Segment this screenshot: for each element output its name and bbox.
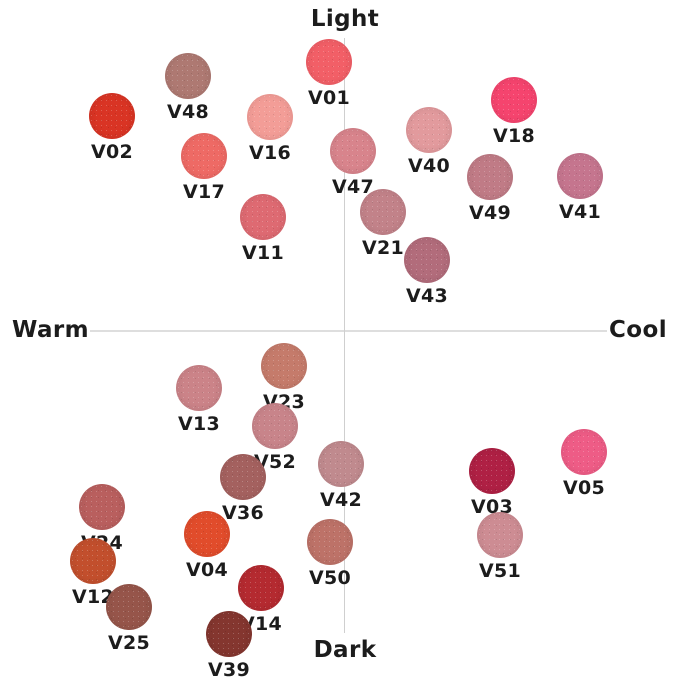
shade-label-v42: V42 [319, 489, 363, 511]
shade-label-v02: V02 [90, 141, 134, 163]
shade-swatch-v21 [360, 189, 406, 235]
shade-label-v50: V50 [308, 567, 352, 589]
shade-label-v05: V05 [562, 477, 606, 499]
shade-swatch-v49 [467, 154, 513, 200]
shade-swatch-v05 [561, 429, 607, 475]
axis-label-dark: Dark [313, 637, 377, 663]
shade-swatch-v18 [491, 77, 537, 123]
axis-label-cool: Cool [609, 317, 667, 343]
axis-label-warm: Warm [12, 317, 89, 343]
shade-swatch-v14 [238, 565, 284, 611]
shade-swatch-v16 [247, 94, 293, 140]
shade-label-v04: V04 [185, 559, 229, 581]
shade-swatch-v24 [79, 484, 125, 530]
shade-swatch-v03 [469, 448, 515, 494]
shade-label-v51: V51 [478, 560, 522, 582]
shade-swatch-v11 [240, 194, 286, 240]
shade-label-v18: V18 [492, 125, 536, 147]
shade-swatch-v12 [70, 538, 116, 584]
shade-swatch-v47 [330, 128, 376, 174]
warm-cool-axis-line [90, 330, 607, 332]
shade-swatch-v04 [184, 511, 230, 557]
shade-label-v13: V13 [177, 413, 221, 435]
shade-swatch-v13 [176, 365, 222, 411]
shade-label-v01: V01 [307, 87, 351, 109]
shade-label-v36: V36 [221, 502, 265, 524]
shade-label-v39: V39 [207, 659, 251, 679]
shade-swatch-v01 [306, 39, 352, 85]
shade-label-v40: V40 [407, 155, 451, 177]
shade-label-v41: V41 [558, 201, 602, 223]
shade-label-v48: V48 [166, 101, 210, 123]
shade-label-v11: V11 [241, 242, 285, 264]
light-dark-axis-line [344, 38, 345, 633]
shade-label-v12: V12 [71, 586, 115, 608]
shade-swatch-v02 [89, 93, 135, 139]
shade-label-v43: V43 [405, 285, 449, 307]
shade-swatch-v43 [404, 237, 450, 283]
shade-swatch-v50 [307, 519, 353, 565]
shade-swatch-v39 [206, 611, 252, 657]
shade-label-v49: V49 [468, 202, 512, 224]
shade-swatch-v40 [406, 107, 452, 153]
shade-label-v16: V16 [248, 142, 292, 164]
shade-swatch-v17 [181, 133, 227, 179]
shade-swatch-v51 [477, 512, 523, 558]
shade-label-v52: V52 [253, 451, 297, 473]
shade-label-v47: V47 [331, 176, 375, 198]
shade-label-v25: V25 [107, 632, 151, 654]
shade-swatch-v52 [252, 403, 298, 449]
shade-swatch-v23 [261, 343, 307, 389]
shade-swatch-v36 [220, 454, 266, 500]
axis-label-light: Light [310, 6, 380, 32]
shade-label-v21: V21 [361, 237, 405, 259]
shade-label-v17: V17 [182, 181, 226, 203]
shade-swatch-v42 [318, 441, 364, 487]
shade-swatch-v48 [165, 53, 211, 99]
shade-swatch-v25 [106, 584, 152, 630]
shade-swatch-v41 [557, 153, 603, 199]
